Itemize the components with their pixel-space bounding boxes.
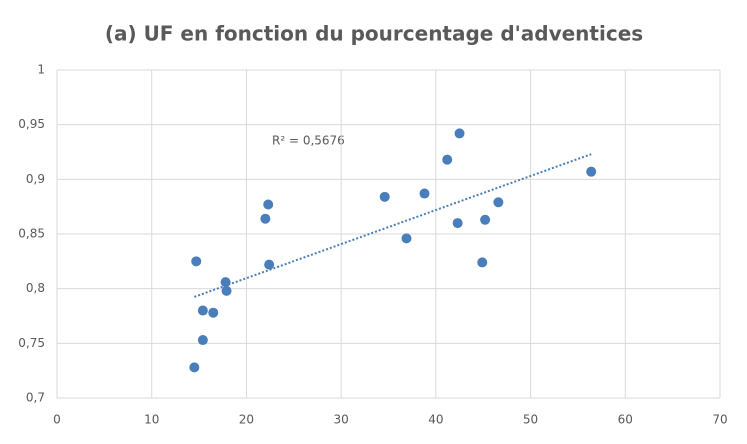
- point: [419, 188, 430, 199]
- chart-title: (a) UF en fonction du pourcentage d'adve…: [105, 22, 643, 46]
- x-tick-label: 10: [144, 413, 159, 427]
- y-tick-label: 0,85: [18, 227, 45, 241]
- point: [191, 256, 202, 267]
- x-tick-label: 60: [618, 413, 633, 427]
- y-tick-label: 0,7: [26, 391, 45, 405]
- point: [454, 128, 465, 139]
- point: [197, 305, 208, 316]
- point: [452, 218, 463, 229]
- point: [586, 166, 597, 177]
- x-tick-label: 30: [334, 413, 349, 427]
- point: [260, 213, 271, 224]
- y-tick-label: 0,95: [18, 117, 45, 131]
- point: [263, 199, 274, 210]
- y-tick-label: 0,9: [26, 172, 45, 186]
- point: [442, 154, 453, 165]
- y-tick-label: 1: [37, 63, 45, 77]
- point: [221, 285, 232, 296]
- y-tick-label: 0,8: [26, 281, 45, 295]
- point: [197, 335, 208, 346]
- point: [477, 257, 488, 268]
- point: [208, 307, 219, 318]
- y-tick-label: 0,75: [18, 336, 45, 350]
- x-tick-label: 70: [712, 413, 727, 427]
- point: [264, 259, 275, 270]
- point: [220, 277, 231, 288]
- point: [493, 197, 504, 208]
- x-tick-label: 0: [53, 413, 61, 427]
- point: [379, 191, 390, 202]
- point: [480, 214, 491, 225]
- x-tick-label: 40: [428, 413, 443, 427]
- x-tick-label: 50: [523, 413, 538, 427]
- annotation: R² = 0,5676: [272, 134, 345, 148]
- point: [401, 233, 412, 244]
- x-tick-label: 20: [239, 413, 254, 427]
- point: [189, 362, 200, 373]
